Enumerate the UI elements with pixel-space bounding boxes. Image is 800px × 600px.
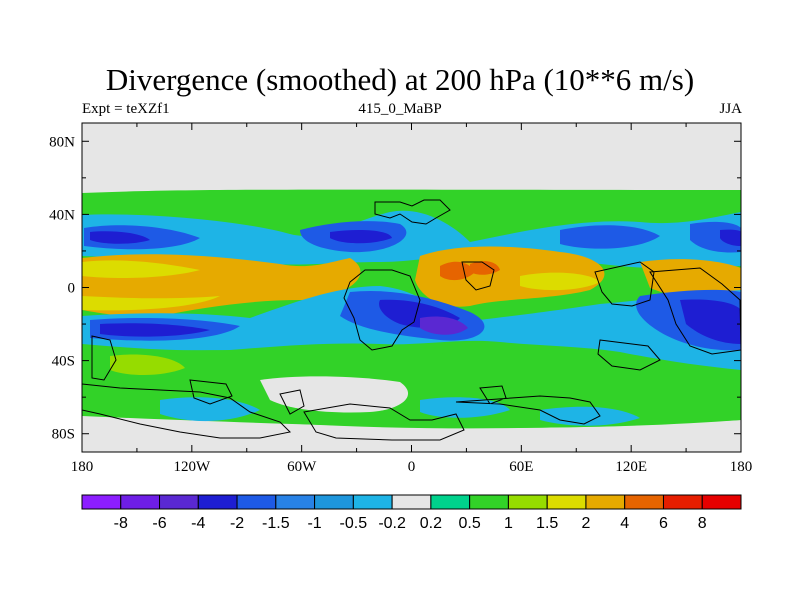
experiment-label: Expt = teXZf1 bbox=[82, 101, 170, 117]
colorbar-label: 0.2 bbox=[420, 515, 442, 532]
y-tick-label: 80S bbox=[52, 427, 75, 443]
colorbar-label: -0.5 bbox=[340, 515, 368, 532]
season-label: JJA bbox=[719, 101, 742, 117]
colorbar-swatch bbox=[197, 494, 238, 510]
colorbar-label: 6 bbox=[659, 515, 668, 532]
x-tick-label: 180 bbox=[71, 459, 94, 475]
colorbar-label: -2 bbox=[230, 515, 244, 532]
colorbar-swatch bbox=[120, 494, 161, 510]
y-tick-label: 40N bbox=[49, 207, 75, 223]
colorbar-label: 1 bbox=[504, 515, 513, 532]
y-tick-label: 0 bbox=[68, 281, 76, 297]
colorbar-swatch bbox=[662, 494, 703, 510]
upper-deep-blue-cells bbox=[84, 221, 741, 253]
coastline-outline bbox=[82, 199, 741, 441]
chart-title: Divergence (smoothed) at 200 hPa (10**6 … bbox=[105, 62, 695, 97]
colorbar-swatch bbox=[391, 494, 432, 510]
southern-gap-white bbox=[260, 376, 409, 413]
x-tick-label: 180 bbox=[730, 459, 753, 475]
colorbar-swatch bbox=[352, 494, 393, 510]
colorbar-label: -4 bbox=[191, 515, 205, 532]
colorbar-label: -6 bbox=[152, 515, 166, 532]
colorbar-swatch bbox=[430, 494, 471, 510]
x-tick-label: 0 bbox=[408, 459, 416, 475]
colorbar: -8 -6 -4 -2 -1.5 -1 -0.5 -0.2 0.2 0.5 1 1.5 2 4 6 8 bbox=[81, 494, 742, 532]
colorbar-swatch bbox=[701, 494, 742, 510]
y-tick-label: 40S bbox=[52, 354, 75, 370]
x-tick-label: 60E bbox=[509, 459, 533, 475]
colorbar-swatch bbox=[314, 494, 354, 510]
colorbar-swatch bbox=[585, 494, 626, 510]
colorbar-label: 8 bbox=[698, 515, 707, 532]
equatorial-yellow-edges bbox=[82, 260, 220, 311]
y-tick-label: 80N bbox=[49, 134, 75, 150]
colorbar-label: -0.2 bbox=[378, 515, 406, 532]
east-yellow-ring bbox=[520, 272, 600, 291]
axis-ticks: 180 120W 60W 0 60E 120E 180 80N 40N 0 40S 80S bbox=[49, 123, 752, 475]
colorbar-label: 4 bbox=[620, 515, 629, 532]
colorbar-label: -1.5 bbox=[262, 515, 290, 532]
x-tick-label: 120E bbox=[615, 459, 647, 475]
colorbar-label: 1.5 bbox=[536, 515, 558, 532]
colorbar-label: 2 bbox=[581, 515, 590, 532]
colorbar-label: -1 bbox=[307, 515, 321, 532]
colorbar-swatch bbox=[546, 494, 587, 510]
colorbar-swatch bbox=[275, 494, 316, 510]
x-tick-label: 60W bbox=[287, 459, 317, 475]
colorbar-label: 0.5 bbox=[459, 515, 481, 532]
period-label: 415_0_MaBP bbox=[358, 101, 442, 117]
high-south-blue-patches bbox=[160, 391, 640, 426]
southern-violet-core bbox=[420, 316, 468, 335]
colorbar-swatch bbox=[236, 494, 277, 510]
x-tick-label: 120W bbox=[173, 459, 211, 475]
high-south-yellow-patch bbox=[110, 354, 185, 375]
upper-blue-band bbox=[82, 210, 741, 269]
map-panel bbox=[82, 123, 741, 452]
antarctic-white-band bbox=[82, 420, 741, 452]
colorbar-label: -8 bbox=[114, 515, 128, 532]
colorbar-swatch bbox=[469, 494, 509, 510]
colorbar-swatch bbox=[81, 494, 122, 510]
colorbar-swatch bbox=[624, 494, 664, 510]
colorbar-swatch bbox=[507, 494, 548, 510]
east-red-cell bbox=[440, 261, 500, 281]
colorbar-swatch bbox=[159, 494, 199, 510]
